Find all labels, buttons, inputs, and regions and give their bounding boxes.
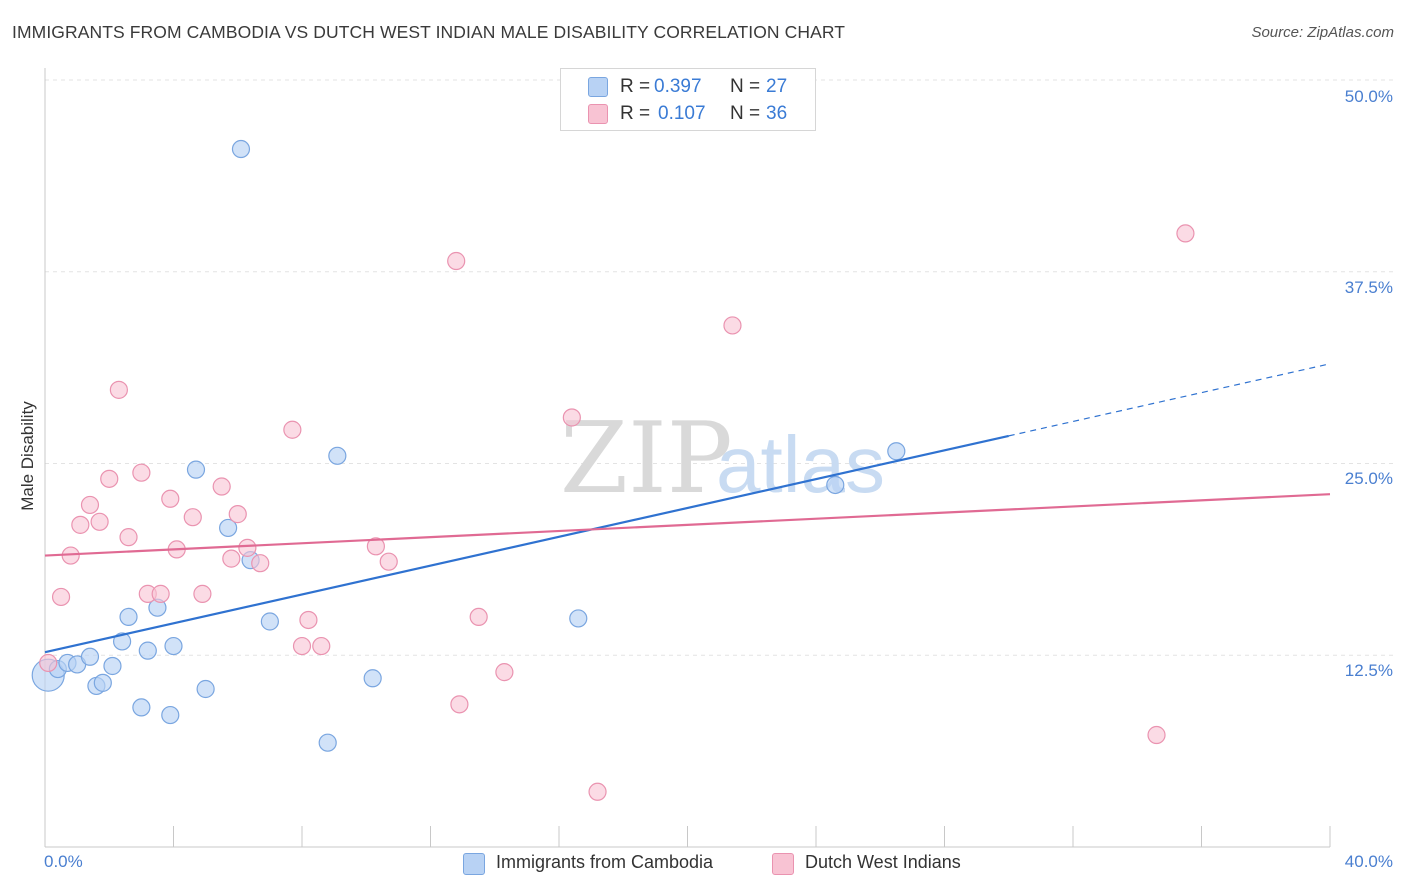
legend-n-value-dutch: 36 [766, 103, 788, 124]
dutch-points [39, 224, 1195, 801]
cambodia-point [186, 460, 206, 479]
trend-lines [44, 363, 1331, 654]
bottom-legend-swatch-dutch [772, 853, 794, 875]
dutch-point [39, 653, 58, 673]
cambodia-point [363, 669, 382, 688]
cambodia-point [138, 641, 157, 660]
cambodia-point [93, 673, 112, 692]
cambodia-point [569, 609, 588, 628]
cambodia-point [328, 446, 347, 465]
dutch-point [90, 512, 109, 531]
dutch-point [379, 552, 398, 571]
x-axis [44, 68, 1331, 848]
source-label: Source: ZipAtlas.com [1251, 24, 1394, 41]
dutch-point [132, 463, 151, 482]
cambodia-point [260, 612, 279, 631]
dutch-point [238, 538, 257, 557]
dutch-point [495, 663, 514, 682]
x-tick-label-max: 40.0% [1344, 852, 1393, 871]
bottom-legend-swatch-cambodia [463, 853, 485, 875]
watermark-zip: ZIP [560, 402, 733, 516]
legend-r-value-dutch: 0.107 [658, 103, 706, 124]
dutch-point [292, 636, 312, 656]
dutch-point [151, 584, 170, 603]
dutch-point [228, 505, 247, 524]
y-tick-label-12-5: 12.5% [1344, 661, 1393, 680]
dutch-point [100, 469, 119, 488]
bottom-legend-label-cambodia: Immigrants from Cambodia [496, 852, 714, 872]
cambodia-points [31, 139, 906, 752]
cambodia-point [231, 139, 251, 159]
dutch-trend-line [44, 493, 1331, 557]
dutch-point [71, 515, 90, 534]
cambodia-point [119, 607, 138, 627]
bottom-legend-label-dutch: Dutch West Indians [805, 852, 961, 872]
dutch-point [447, 251, 466, 271]
dutch-point [1147, 725, 1166, 745]
dutch-point [51, 587, 71, 607]
legend-n-label: N = [730, 76, 761, 97]
cambodia-point [164, 636, 183, 656]
dutch-point [222, 549, 241, 568]
dutch-point [562, 408, 581, 427]
legend-r-label: R = [620, 103, 651, 124]
y-tick-label-25: 25.0% [1344, 469, 1393, 488]
dutch-point [161, 489, 180, 508]
legend-swatch-cambodia [588, 77, 608, 97]
cambodia-point [219, 518, 238, 538]
cambodia-trend-extension [1008, 363, 1331, 437]
chart-title: IMMIGRANTS FROM CAMBODIA VS DUTCH WEST I… [12, 22, 846, 42]
legend-swatch-dutch [588, 104, 608, 124]
grid-lines [45, 79, 1393, 656]
dutch-point [469, 607, 488, 627]
y-axis-label: Male Disability [18, 401, 37, 511]
y-tick-label-37-5: 37.5% [1344, 278, 1393, 297]
legend-r-value-cambodia: 0.397 [654, 76, 702, 97]
dutch-point [80, 495, 100, 515]
watermark: ZIP atlas [560, 402, 885, 516]
dutch-point [588, 782, 607, 801]
cambodia-point [318, 733, 337, 752]
dutch-point [193, 584, 212, 603]
cambodia-point [112, 632, 132, 651]
cambodia-point [887, 442, 906, 461]
legend-n-label: N = [730, 103, 761, 124]
legend-r-label: R = [620, 76, 651, 97]
dutch-point [723, 316, 742, 335]
dutch-point [283, 420, 302, 439]
x-tick-label-min: 0.0% [44, 852, 83, 871]
dutch-point [212, 477, 231, 496]
cambodia-point [196, 679, 215, 699]
dutch-point [109, 380, 128, 399]
cambodia-trend-line [44, 434, 1009, 654]
dutch-point [299, 610, 318, 630]
legend-n-value-cambodia: 27 [766, 76, 788, 97]
dutch-point [366, 537, 385, 556]
cambodia-point [161, 705, 180, 725]
dutch-point [251, 554, 270, 573]
dutch-point [312, 636, 331, 656]
y-tick-label-50: 50.0% [1344, 87, 1393, 106]
dutch-point [1176, 224, 1195, 243]
cambodia-point [826, 475, 845, 495]
dutch-point [119, 528, 138, 547]
cambodia-point [132, 698, 151, 717]
dutch-point [450, 695, 469, 714]
cambodia-point [80, 647, 100, 666]
correlation-legend: R = 0.397 N = 27 R = 0.107 N = 36 [560, 68, 816, 131]
dutch-point [183, 508, 202, 527]
cambodia-point [103, 656, 122, 676]
